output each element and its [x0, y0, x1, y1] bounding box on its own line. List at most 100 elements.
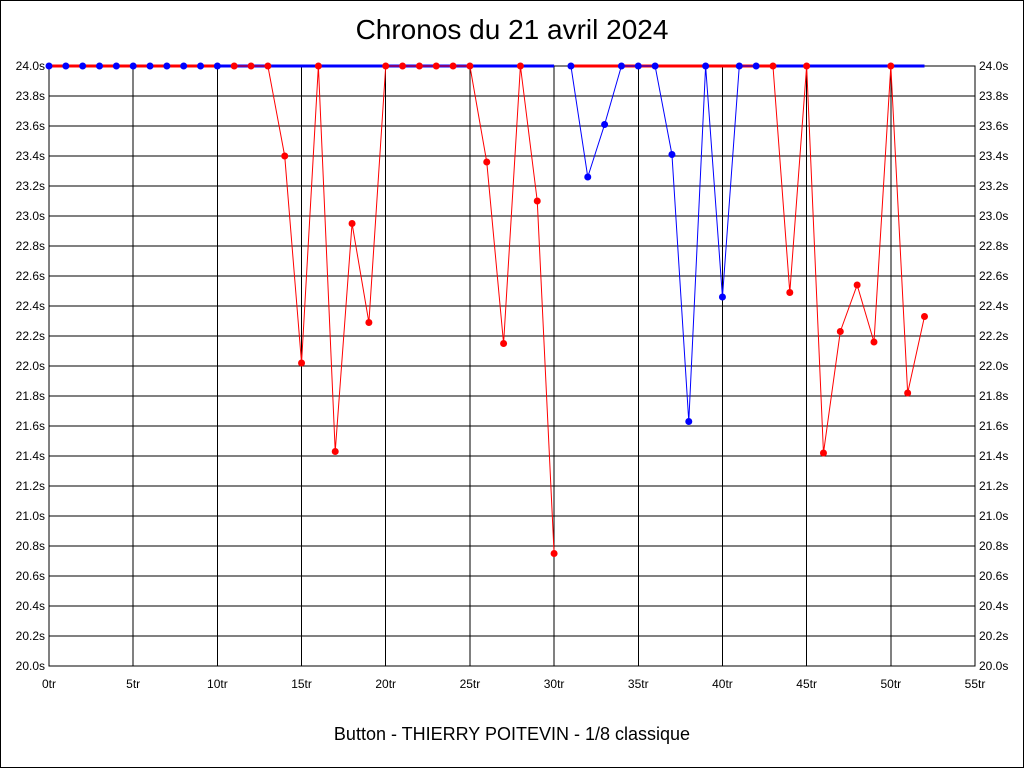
y-tick-label: 22.6s [16, 269, 45, 283]
data-point [264, 62, 272, 70]
data-point [752, 62, 760, 70]
data-point [685, 418, 693, 425]
data-point [567, 62, 575, 70]
series-line [772, 65, 925, 454]
data-point [634, 62, 642, 70]
y-tick-label: 21.2s [16, 479, 45, 493]
x-tick-label: 30tr [544, 677, 565, 691]
y-tick-label-right: 23.8s [979, 89, 1008, 103]
y-tick-label: 21.0s [16, 509, 45, 523]
data-point [483, 158, 491, 166]
y-tick-label: 23.2s [16, 179, 45, 193]
data-point [96, 62, 104, 70]
y-tick-label: 23.0s [16, 209, 45, 223]
data-point [449, 62, 457, 70]
y-tick-label: 20.8s [16, 539, 45, 553]
x-tick-label: 55tr [965, 677, 986, 691]
data-point [668, 151, 676, 158]
y-tick-label-right: 22.8s [979, 239, 1008, 253]
y-tick-label-right: 21.0s [979, 509, 1008, 523]
data-point [601, 121, 609, 128]
x-tick-label: 45tr [796, 677, 817, 691]
data-point [382, 62, 390, 70]
y-tick-label-right: 20.0s [979, 659, 1008, 673]
x-tick-label: 5tr [126, 677, 140, 691]
data-point [769, 62, 777, 70]
data-point [870, 338, 878, 346]
y-tick-label-right: 23.2s [979, 179, 1008, 193]
y-tick-label: 21.8s [16, 389, 45, 403]
data-point [197, 62, 205, 70]
y-tick-label: 22.4s [16, 299, 45, 313]
y-tick-label-right: 23.6s [979, 119, 1008, 133]
data-point [399, 62, 407, 70]
x-tick-label: 0tr [42, 677, 56, 691]
data-point [180, 62, 188, 70]
y-tick-label-right: 20.4s [979, 599, 1008, 613]
x-tick-label: 20tr [375, 677, 396, 691]
data-point [79, 62, 87, 70]
y-tick-label: 20.6s [16, 569, 45, 583]
y-tick-label-right: 21.6s [979, 419, 1008, 433]
y-tick-label-right: 21.2s [979, 479, 1008, 493]
data-point [281, 152, 289, 160]
data-point [500, 340, 508, 347]
y-tick-label-right: 21.4s [979, 449, 1008, 463]
data-point [836, 328, 844, 335]
y-tick-label: 24.0s [16, 59, 45, 73]
y-tick-label-right: 22.0s [979, 359, 1008, 373]
data-point [702, 62, 710, 70]
data-point [230, 62, 238, 70]
data-point [718, 293, 726, 301]
y-tick-label-right: 20.2s [979, 629, 1008, 643]
data-point [617, 62, 625, 70]
data-point [584, 173, 592, 181]
y-tick-label: 20.0s [16, 659, 45, 673]
data-point [45, 62, 53, 70]
x-tick-label: 50tr [880, 677, 901, 691]
x-tick-label: 10tr [207, 677, 228, 691]
data-point [62, 62, 70, 70]
y-tick-label-right: 21.8s [979, 389, 1008, 403]
y-tick-label: 21.4s [16, 449, 45, 463]
y-tick-label: 21.6s [16, 419, 45, 433]
y-tick-label-right: 22.6s [979, 269, 1008, 283]
data-point [533, 197, 541, 205]
y-tick-label-right: 20.6s [979, 569, 1008, 583]
data-point [920, 313, 928, 320]
y-tick-label: 23.8s [16, 89, 45, 103]
x-tick-label: 35tr [628, 677, 649, 691]
y-tick-label-right: 22.2s [979, 329, 1008, 343]
y-tick-label: 22.0s [16, 359, 45, 373]
data-point [163, 62, 171, 70]
x-tick-label: 40tr [712, 677, 733, 691]
data-point [298, 359, 306, 367]
y-tick-label-right: 23.0s [979, 209, 1008, 223]
y-tick-label-right: 24.0s [979, 59, 1008, 73]
data-point [887, 62, 895, 70]
y-tick-label: 22.8s [16, 239, 45, 253]
data-point [853, 281, 861, 289]
y-tick-label: 20.4s [16, 599, 45, 613]
data-point [651, 62, 659, 70]
data-point [146, 62, 154, 70]
y-tick-label-right: 23.4s [979, 149, 1008, 163]
data-point [735, 62, 743, 70]
series-line [570, 65, 757, 422]
chart-title: Chronos du 21 avril 2024 [355, 14, 669, 45]
data-point [129, 62, 137, 70]
data-point [466, 62, 474, 70]
data-point [331, 448, 339, 455]
data-point [819, 449, 827, 457]
data-point [803, 62, 811, 70]
data-point [516, 62, 524, 70]
data-point [365, 319, 373, 326]
x-tick-label: 25tr [460, 677, 481, 691]
data-point [247, 62, 255, 70]
y-tick-label: 22.2s [16, 329, 45, 343]
chart-subtitle: Button - THIERRY POITEVIN - 1/8 classiqu… [333, 724, 691, 744]
y-tick-label: 23.6s [16, 119, 45, 133]
data-point [213, 62, 221, 70]
y-tick-label-right: 20.8s [979, 539, 1008, 553]
